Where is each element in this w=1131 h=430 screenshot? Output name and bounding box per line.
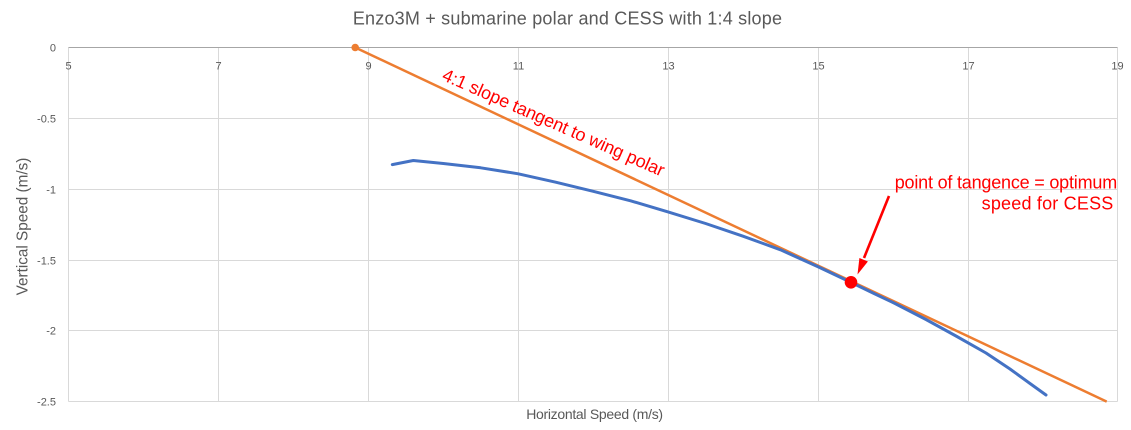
svg-text:17: 17 [962,61,974,73]
svg-text:19: 19 [1111,61,1123,73]
svg-text:13: 13 [662,61,674,73]
svg-text:11: 11 [513,61,524,73]
svg-text:-1: -1 [46,185,56,197]
svg-text:-1.5: -1.5 [37,256,56,268]
svg-text:9: 9 [365,61,371,73]
svg-text:0: 0 [50,43,56,55]
svg-text:Horizontal Speed (m/s): Horizontal Speed (m/s) [526,406,663,422]
svg-text:-2.5: -2.5 [37,397,56,409]
svg-text:-2: -2 [46,326,56,338]
svg-text:5: 5 [65,61,71,73]
svg-text:speed for CESS: speed for CESS [982,193,1114,213]
svg-text:7: 7 [215,61,221,73]
svg-text:point of tangence = optimum: point of tangence = optimum [895,172,1117,192]
svg-text:15: 15 [812,61,824,73]
svg-text:-0.5: -0.5 [37,114,56,126]
svg-text:Enzo3M + submarine polar and C: Enzo3M + submarine polar and CESS with 1… [353,9,782,29]
svg-text:Vertical Speed (m/s): Vertical Speed (m/s) [15,158,32,296]
